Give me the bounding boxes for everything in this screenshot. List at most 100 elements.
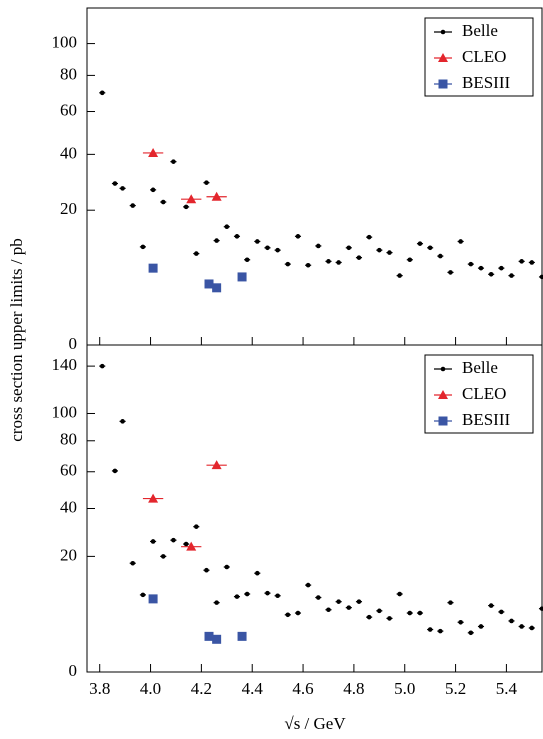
point <box>265 245 270 251</box>
point <box>417 610 423 616</box>
point <box>171 159 176 164</box>
y-tick-label: 0 <box>69 661 78 680</box>
point <box>234 594 240 599</box>
point <box>377 608 382 614</box>
legend-marker <box>438 53 448 62</box>
y-tick-label: 40 <box>60 497 77 516</box>
point <box>458 239 463 244</box>
y-axis-label: cross section upper limits / pb <box>7 238 26 442</box>
point <box>212 283 222 293</box>
point <box>234 234 240 239</box>
point <box>366 614 372 620</box>
point <box>407 610 413 616</box>
point <box>120 419 125 424</box>
legend-label: BESIII <box>462 73 511 92</box>
point <box>326 607 331 613</box>
point <box>417 241 423 246</box>
point <box>336 599 341 604</box>
y-tick-label: 60 <box>60 100 77 119</box>
point <box>336 260 341 265</box>
point <box>499 265 504 271</box>
point <box>186 541 197 551</box>
point <box>397 591 402 597</box>
point <box>148 263 158 273</box>
point <box>211 460 222 470</box>
point <box>224 224 230 230</box>
point <box>509 618 514 624</box>
point <box>194 251 199 256</box>
point <box>356 255 362 260</box>
point <box>160 199 166 205</box>
point <box>285 612 291 618</box>
y-tick-label: 140 <box>52 355 78 374</box>
point <box>148 594 158 604</box>
point <box>255 570 260 576</box>
point <box>448 270 453 275</box>
x-tick-label: 3.8 <box>89 679 110 698</box>
point <box>214 238 219 243</box>
point <box>346 245 352 251</box>
point <box>366 234 372 240</box>
x-tick-label: 4.4 <box>242 679 264 698</box>
point <box>150 539 156 544</box>
point <box>377 247 382 253</box>
point <box>99 363 105 369</box>
point <box>499 609 504 615</box>
point <box>148 493 159 503</box>
point <box>275 247 280 253</box>
point <box>194 524 199 529</box>
point <box>204 567 209 573</box>
y-tick-label: 100 <box>52 32 78 51</box>
point <box>237 272 247 282</box>
legend-label: Belle <box>462 21 498 40</box>
point <box>140 244 146 250</box>
x-tick-label: 4.8 <box>343 679 364 698</box>
y-tick-label: 20 <box>60 545 77 564</box>
point <box>427 627 433 632</box>
point <box>438 628 443 634</box>
point <box>529 625 535 631</box>
x-tick-label: 4.6 <box>292 679 313 698</box>
point <box>275 593 280 599</box>
point <box>244 591 250 597</box>
legend-marker <box>440 29 446 35</box>
legend-label: Belle <box>462 358 498 377</box>
point <box>458 619 463 625</box>
point <box>140 592 146 598</box>
point <box>183 541 189 547</box>
point <box>397 273 402 278</box>
point <box>265 590 270 596</box>
point <box>99 90 105 96</box>
point <box>305 262 311 268</box>
point <box>295 234 301 239</box>
point <box>112 181 118 186</box>
y-tick-label: 80 <box>60 430 77 449</box>
point <box>204 279 214 289</box>
x-tick-label: 5.4 <box>496 679 518 698</box>
legend-label: CLEO <box>462 47 506 66</box>
y-tick-label: 100 <box>52 402 78 421</box>
point <box>427 245 433 251</box>
point <box>212 634 222 644</box>
legend-marker <box>440 366 446 372</box>
point <box>186 194 197 204</box>
point <box>346 605 352 610</box>
point <box>539 274 543 280</box>
point <box>285 261 291 267</box>
point <box>468 261 474 267</box>
point <box>448 600 453 605</box>
point <box>387 616 392 621</box>
point <box>204 631 214 641</box>
point <box>407 257 413 263</box>
x-tick-label: 5.0 <box>394 679 415 698</box>
legend-marker <box>438 416 448 426</box>
point <box>120 186 125 191</box>
point <box>438 253 443 259</box>
y-tick-label: 80 <box>60 64 77 83</box>
point <box>468 630 474 636</box>
y-tick-label: 0 <box>69 334 78 353</box>
legend-label: BESIII <box>462 410 511 429</box>
point <box>326 259 331 264</box>
legend-label: CLEO <box>462 384 506 403</box>
point <box>529 260 535 265</box>
